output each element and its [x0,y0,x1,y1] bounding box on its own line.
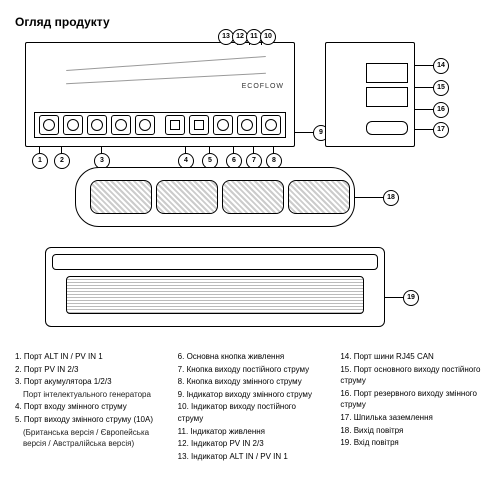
legend-item: 3. Порт акумулятора 1/2/3 [15,376,160,388]
legend-item: 6. Основна кнопка живлення [178,351,323,363]
side-port-2 [366,87,408,107]
brand-label: ECOFLOW [242,83,284,90]
legend-item: 19. Вхід повітря [340,437,485,449]
legend-item: 12. Індикатор PV IN 2/3 [178,438,323,450]
callout-2: 2 [54,153,70,169]
port-3a [87,115,107,135]
callout-10: 10 [260,29,276,45]
port-strip [34,112,286,138]
bottom-grille [66,276,364,314]
port-2 [63,115,83,135]
legend-item: 15. Порт основного виходу постійного стр… [340,364,485,387]
front-view: ECOFLOW [25,42,295,147]
legend-item: 2. Порт PV IN 2/3 [15,364,160,376]
callout-18: 18 [383,190,399,206]
legend-item: 11. Індикатор живлення [178,426,323,438]
legend-col-3: 14. Порт шини RJ45 CAN 15. Порт основног… [340,351,485,463]
side-port-3 [366,121,408,135]
port-3b [111,115,131,135]
grille-2 [156,180,218,214]
legend-sub: (Британська версія / Європейська версія … [15,427,160,450]
legend-col-2: 6. Основна кнопка живлення 7. Кнопка вих… [178,351,323,463]
legend-item: 9. Індикатор виходу змінного струму [178,389,323,401]
side-view [325,42,415,147]
button-ac [261,115,281,135]
callout-15: 15 [433,80,449,96]
legend-item: 18. Вихід повітря [340,425,485,437]
button-dc [237,115,257,135]
legend-item: 10. Індикатор виходу постійного струму [178,401,323,424]
legend-sub: Порт інтелектуального генератора [15,389,160,401]
legend-item: 16. Порт резервного виходу змінного стру… [340,388,485,411]
port-ac-out [189,115,209,135]
callout-16: 16 [433,102,449,118]
port-1 [39,115,59,135]
callout-1: 1 [32,153,48,169]
legend-item: 1. Порт ALT IN / PV IN 1 [15,351,160,363]
grille-3 [222,180,284,214]
legend-item: 13. Індикатор ALT IN / PV IN 1 [178,451,323,463]
page-title: Огляд продукту [15,15,485,29]
legend-item: 17. Шпилька заземлення [340,412,485,424]
legend-item: 8. Кнопка виходу змінного струму [178,376,323,388]
legend-item: 5. Порт виходу змінного струму (10A) [15,414,160,426]
diagram-area: ECOFLOW 13 12 11 10 1 2 3 4 5 6 7 8 9 [15,37,485,347]
legend-item: 4. Порт входу змінного струму [15,401,160,413]
legend-item: 14. Порт шини RJ45 CAN [340,351,485,363]
rear-view [75,167,355,227]
callout-19: 19 [403,290,419,306]
callout-14: 14 [433,58,449,74]
legend-col-1: 1. Порт ALT IN / PV IN 1 2. Порт PV IN 2… [15,351,160,463]
grille-1 [90,180,152,214]
side-port-1 [366,63,408,83]
bottom-view [45,247,385,327]
port-3c [135,115,155,135]
button-main [213,115,233,135]
callout-17: 17 [433,122,449,138]
legend-item: 7. Кнопка виходу постійного струму [178,364,323,376]
grille-4 [288,180,350,214]
port-ac-in [165,115,185,135]
legend: 1. Порт ALT IN / PV IN 1 2. Порт PV IN 2… [15,351,485,463]
